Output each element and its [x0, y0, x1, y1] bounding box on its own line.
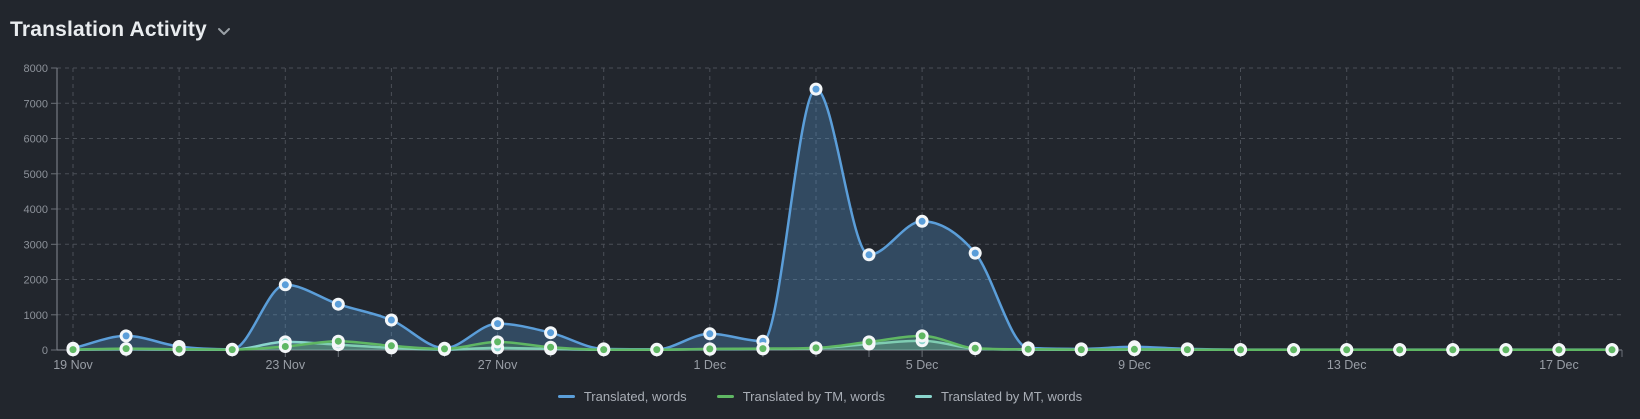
legend-item-0[interactable]: Translated, words — [557, 388, 687, 404]
legend-item-2[interactable]: Translated by MT, words — [915, 389, 1082, 404]
x-axis-labels: 19 Nov 23 Nov 27 Nov 1 Dec 5 Dec 9 Dec 13 Dec 1… — [53, 358, 1579, 372]
chart-title-dropdown[interactable]: Translation Activity — [10, 12, 231, 48]
legend-marker — [557, 394, 575, 398]
series-1-markers[interactable] — [66, 329, 1619, 357]
svg-text:5 Dec: 5 Dec — [906, 358, 939, 372]
chevron-down-icon[interactable] — [217, 27, 231, 36]
svg-text:1 Dec: 1 Dec — [693, 358, 726, 372]
svg-text:0: 0 — [42, 345, 48, 357]
svg-text:19 Nov: 19 Nov — [53, 358, 93, 372]
svg-text:17 Dec: 17 Dec — [1539, 358, 1579, 372]
grid-lines — [57, 67, 1622, 350]
svg-text:23 Nov: 23 Nov — [265, 358, 305, 372]
legend-marker — [915, 394, 933, 398]
chart-legend: Translated, words Translated by TM, words… — [0, 385, 1640, 407]
svg-text:7000: 7000 — [24, 98, 48, 110]
legend-item-1[interactable]: Translated by TM, words — [716, 388, 886, 404]
svg-text:3000: 3000 — [24, 239, 48, 251]
page-title: Translation Activity — [10, 18, 207, 41]
y-axis-labels: 0 1000 2000 3000 4000 5000 6000 7000 8000 — [24, 63, 48, 357]
svg-text:13 Dec: 13 Dec — [1327, 358, 1367, 372]
legend-label: Translated by MT, words — [941, 388, 1083, 404]
legend-label: Translated, words — [583, 388, 687, 404]
svg-text:6000: 6000 — [24, 134, 48, 146]
svg-text:8000: 8000 — [24, 63, 48, 75]
svg-text:27 Nov: 27 Nov — [478, 358, 518, 372]
svg-text:2000: 2000 — [24, 275, 48, 287]
legend-marker — [716, 394, 734, 398]
svg-text:4000: 4000 — [24, 204, 48, 216]
series-0 — [72, 87, 1612, 351]
svg-text:1000: 1000 — [24, 310, 48, 322]
svg-text:9 Dec: 9 Dec — [1118, 358, 1151, 372]
legend-label: Translated by TM, words — [742, 388, 886, 404]
svg-text:5000: 5000 — [24, 169, 48, 181]
